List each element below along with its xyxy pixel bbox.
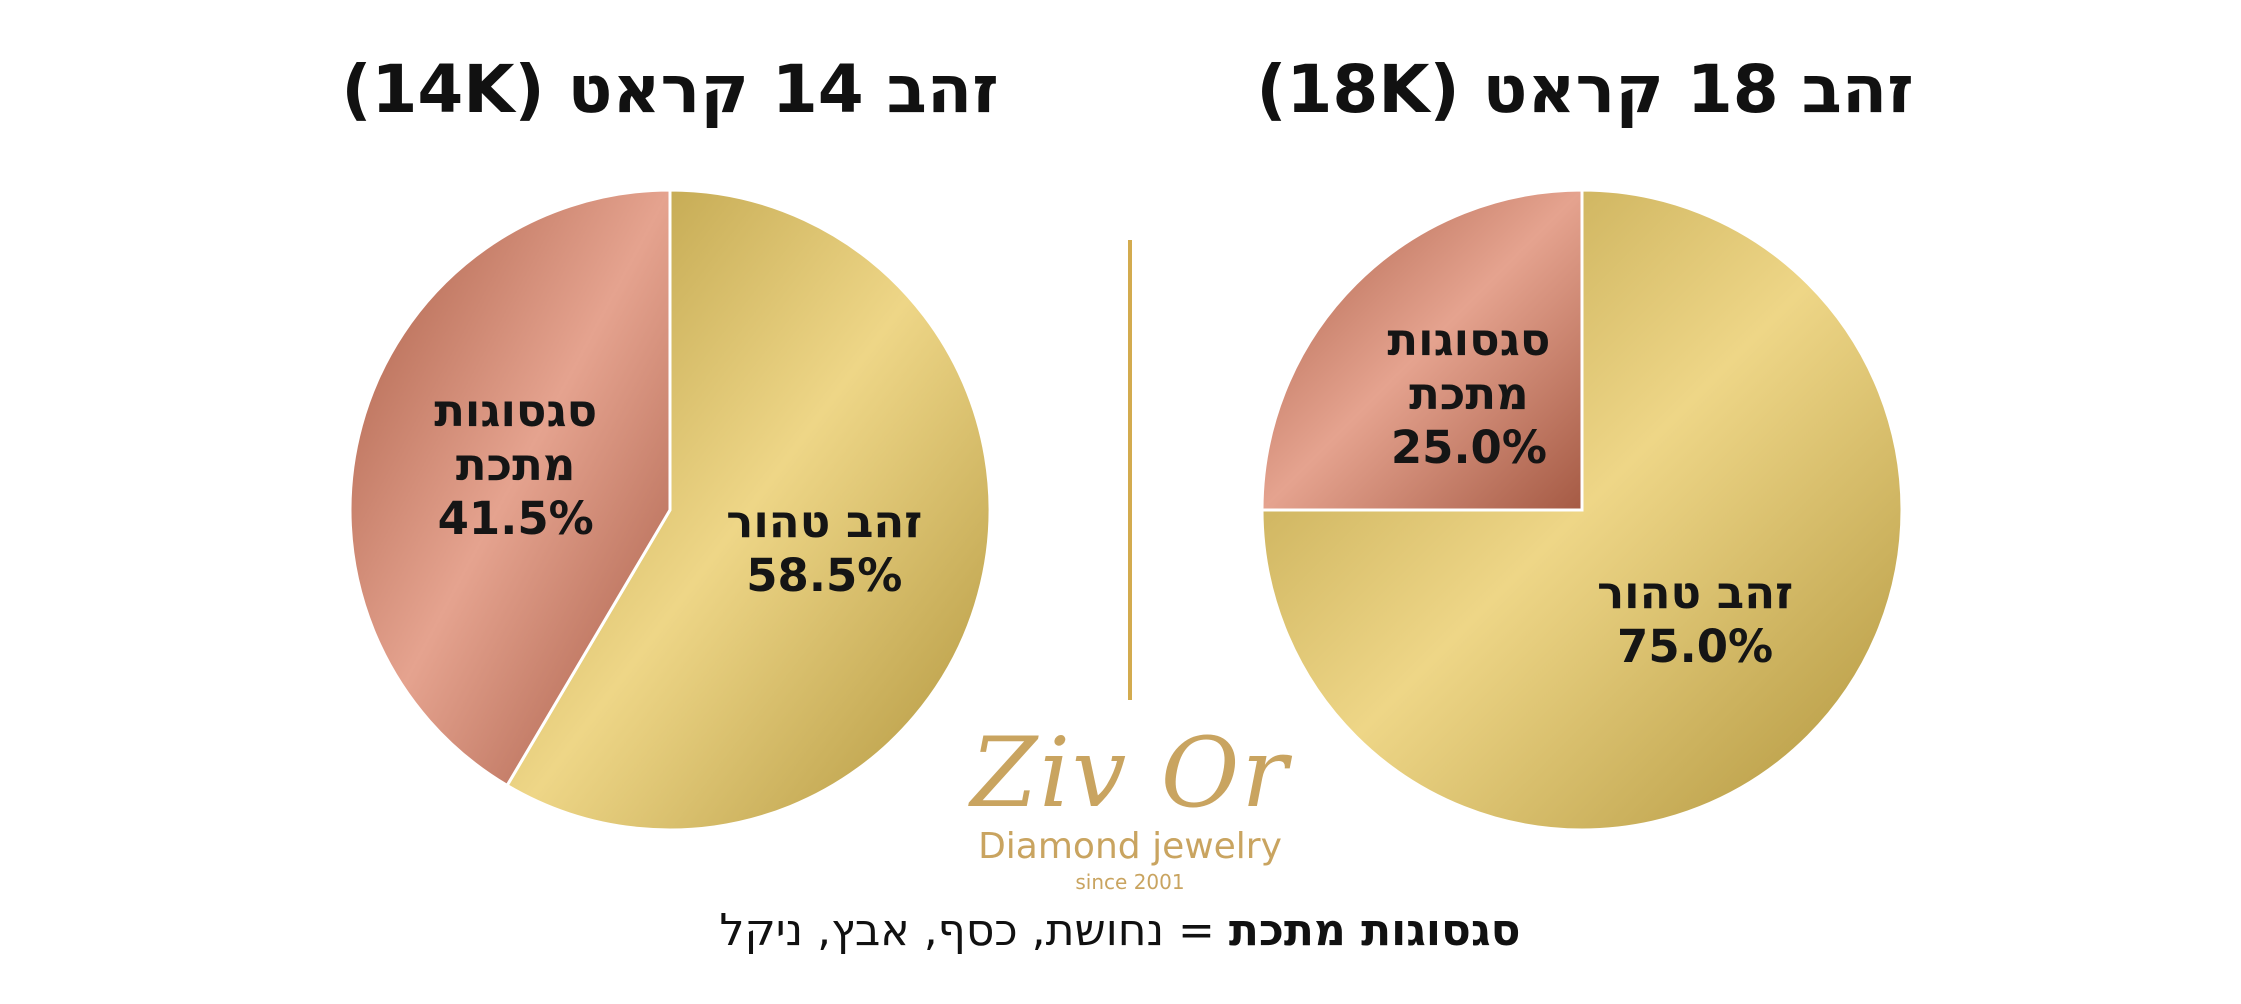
slice-label-alloys: סגסוגות <box>1387 313 1550 366</box>
slice-value-pure-gold: 75.0% <box>1617 620 1773 673</box>
alloy-footnote: סגסוגות מתכת = נחושת, כסף, אבץ, ניקל <box>420 905 1820 958</box>
slice-label-alloys: סגסוגות <box>434 384 597 437</box>
chart-divider <box>1128 240 1132 700</box>
pie-slice-alloys <box>1260 188 1584 512</box>
brand-logo: Ziv Or Diamond jewelry since 2001 <box>920 725 1340 894</box>
slice-value-alloys: 41.5% <box>438 492 594 545</box>
slice-label-alloys: מתכת <box>456 438 576 491</box>
slice-label-pure-gold: זהב טהור <box>1597 566 1793 619</box>
footnote-term: סגסוגות מתכת <box>1228 905 1521 956</box>
slice-value-pure-gold: 58.5% <box>746 549 902 602</box>
logo-since: since 2001 <box>1075 870 1185 895</box>
slice-label-pure-gold: זהב טהור <box>726 495 922 548</box>
footnote-definition: = נחושת, כסף, אבץ, ניקל <box>719 905 1215 956</box>
pie-slice-pure-gold <box>505 188 992 832</box>
slice-label-alloys: מתכת <box>1409 367 1529 420</box>
logo-name: Ziv Or <box>970 717 1290 829</box>
slice-value-alloys: 25.0% <box>1391 421 1547 474</box>
logo-tagline: Diamond jewelry <box>978 826 1282 867</box>
chart-title-18k: זהב 18 קראט (18K) <box>1256 51 1914 128</box>
chart-title-14k: זהב 14 קראט (14K) <box>341 51 999 128</box>
pie-slice-alloys <box>348 188 672 788</box>
